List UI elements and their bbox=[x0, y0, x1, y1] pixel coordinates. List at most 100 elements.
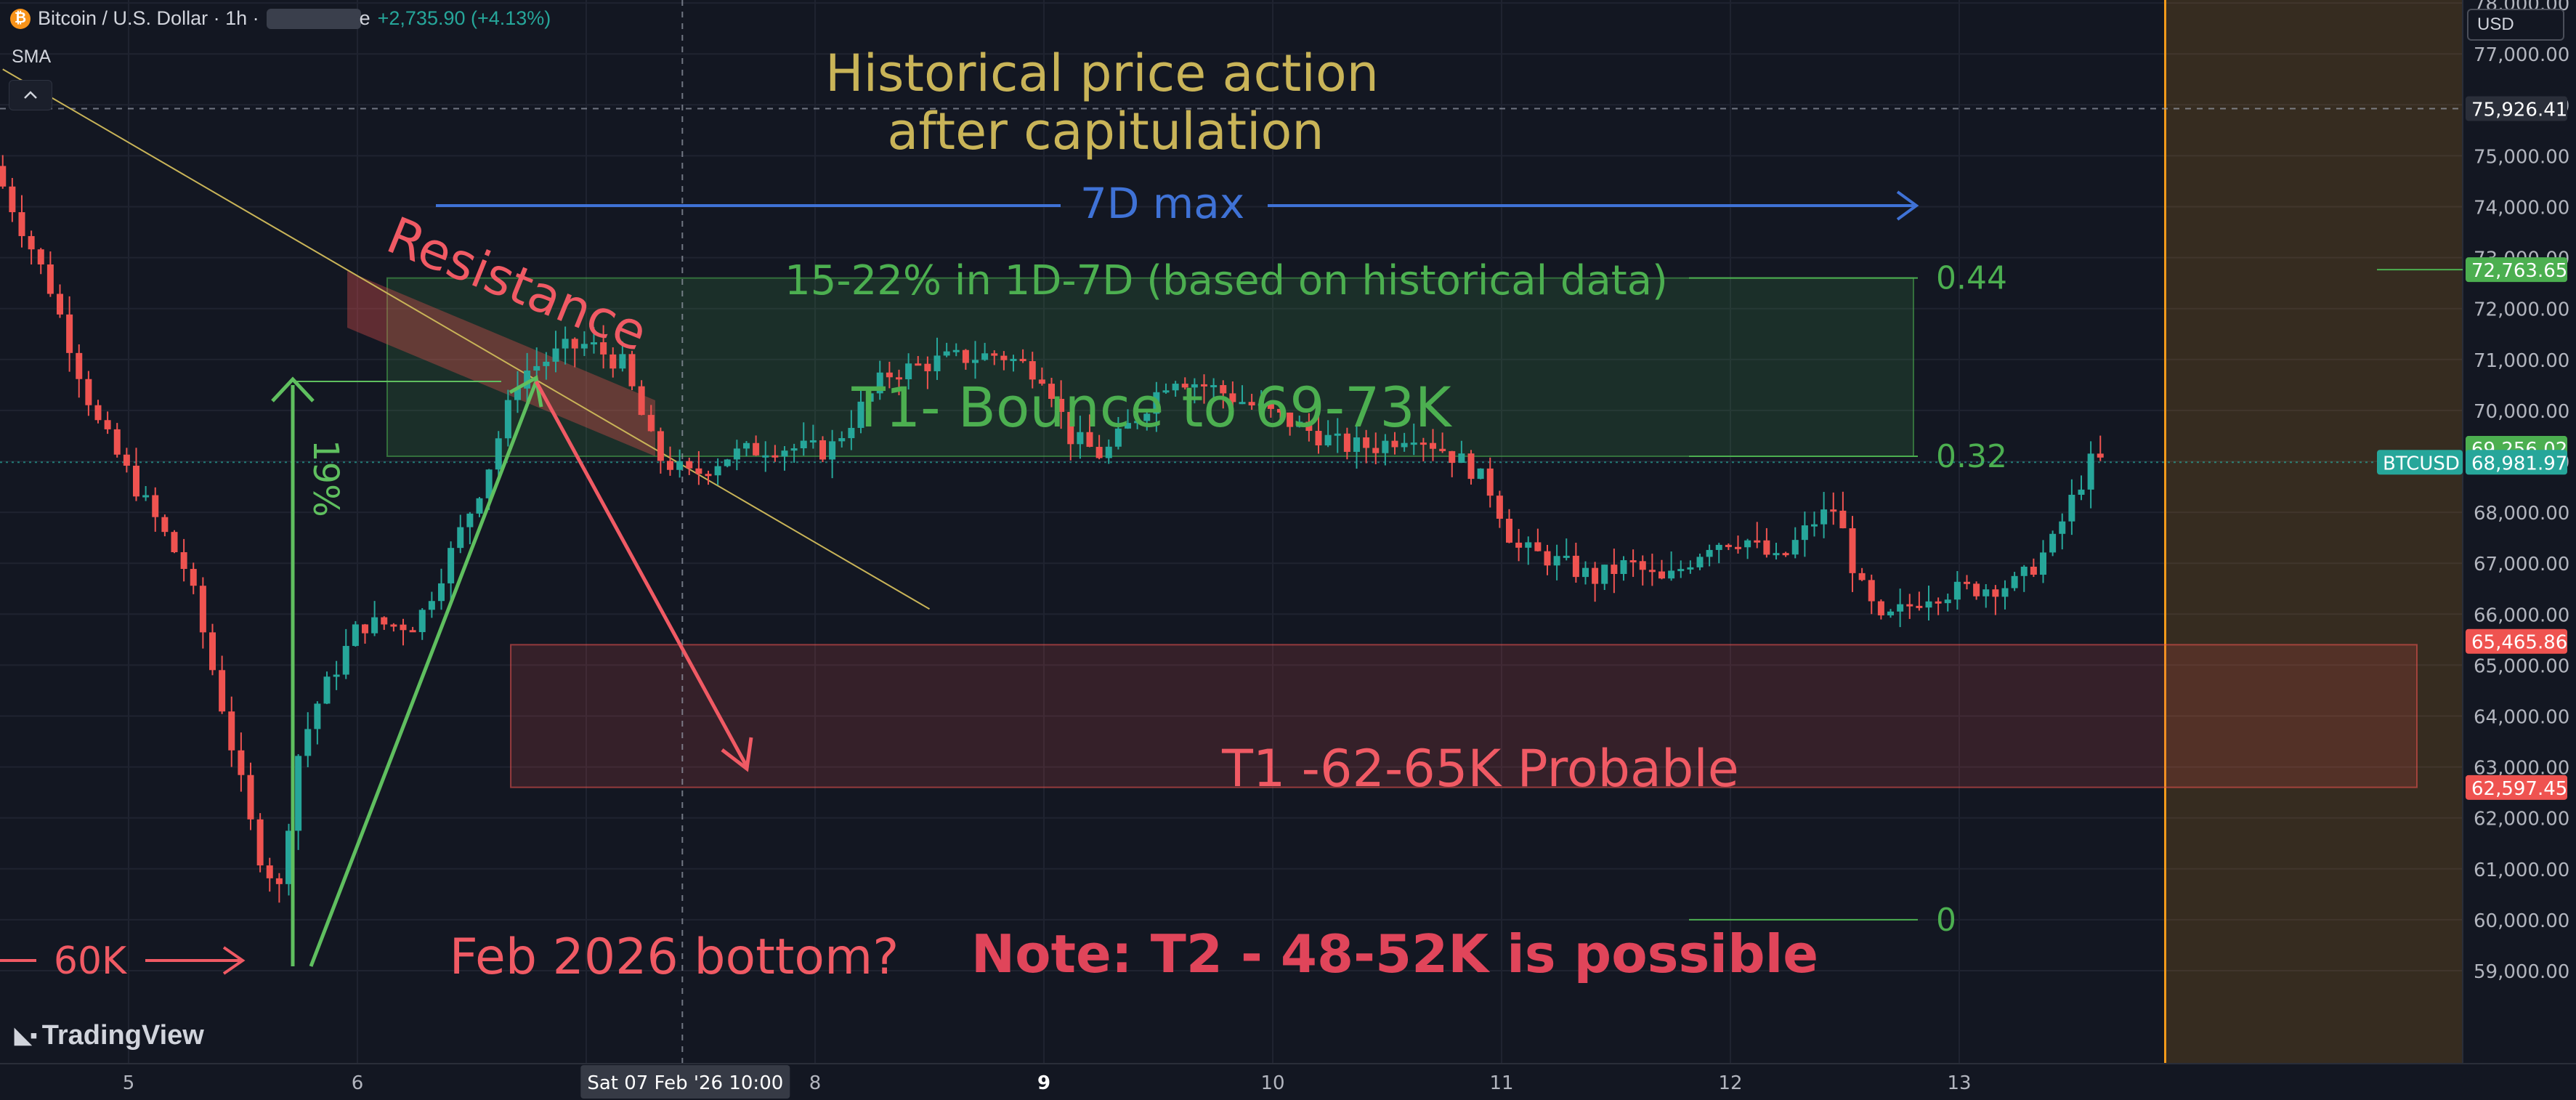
candle-down bbox=[1906, 604, 1913, 607]
candle-down bbox=[667, 461, 673, 470]
candle-up bbox=[1820, 509, 1828, 525]
time-tick-label: 13 bbox=[1947, 1072, 1971, 1094]
candle-up bbox=[466, 513, 474, 527]
candle-down bbox=[886, 372, 893, 378]
candle-down bbox=[362, 624, 368, 634]
candle-down bbox=[771, 455, 779, 458]
indicator-label[interactable]: SMA bbox=[12, 46, 52, 67]
candle-down bbox=[1067, 411, 1074, 445]
candle-up bbox=[972, 360, 979, 363]
candle-down bbox=[1486, 468, 1494, 496]
candle-up bbox=[476, 498, 483, 514]
candle-down bbox=[94, 405, 102, 421]
bounce-zone bbox=[386, 277, 1915, 457]
candle-up bbox=[2011, 575, 2018, 589]
candle-up bbox=[1114, 428, 1122, 447]
tradingview-logo[interactable]: ◣▪ TradingView bbox=[15, 1020, 204, 1051]
time-tick-label: 8 bbox=[809, 1072, 822, 1094]
candle-down bbox=[1343, 433, 1350, 452]
title-line-2: after capitulation bbox=[887, 102, 1324, 161]
bounce-arrow-head bbox=[509, 375, 543, 408]
candle-up bbox=[428, 601, 435, 610]
candle-up bbox=[1525, 542, 1532, 548]
price-tick-label: 66,000.00 bbox=[2474, 604, 2569, 626]
bounce-arrow-line bbox=[309, 381, 538, 967]
candle-down bbox=[1048, 384, 1055, 399]
candle-down bbox=[1058, 398, 1065, 412]
candle-down bbox=[962, 349, 969, 363]
currency-selector[interactable]: USD bbox=[2467, 9, 2564, 41]
crosshair-price-tag bbox=[2466, 96, 2567, 121]
candle-down bbox=[1277, 408, 1284, 413]
candle-up bbox=[1324, 434, 1332, 446]
candle-up bbox=[1715, 544, 1722, 550]
candle-down bbox=[1916, 605, 1923, 608]
candle-down bbox=[209, 632, 216, 671]
candle-up bbox=[800, 440, 807, 449]
time-tick-label: 12 bbox=[1718, 1072, 1742, 1094]
candle-up bbox=[304, 729, 312, 756]
candle-down bbox=[161, 517, 169, 533]
candle-up bbox=[1458, 453, 1465, 464]
candle-up bbox=[2020, 566, 2028, 576]
symbol-title-suffix: e bbox=[359, 7, 370, 29]
candle-up bbox=[504, 400, 511, 439]
title-line-1: Historical price action bbox=[825, 44, 1379, 103]
candle-up bbox=[485, 469, 493, 498]
candle-up bbox=[1944, 599, 1951, 604]
candle-down bbox=[1506, 518, 1512, 543]
candle-up bbox=[1401, 442, 1408, 448]
price-tag-label: 65,465.86 bbox=[2471, 632, 2567, 654]
candle-down bbox=[199, 586, 206, 633]
candle-up bbox=[1143, 413, 1151, 421]
candle-down bbox=[1868, 580, 1875, 602]
candle-up bbox=[1801, 525, 1808, 541]
candle-down bbox=[1658, 571, 1665, 579]
price-tick-label: 72,000.00 bbox=[2474, 299, 2569, 321]
candle-up bbox=[1296, 421, 1303, 427]
candle-up bbox=[943, 351, 950, 356]
candle-down bbox=[275, 878, 283, 884]
candle-up bbox=[2001, 588, 2009, 597]
candle-down bbox=[695, 468, 702, 474]
candle-up bbox=[1153, 392, 1160, 414]
chevron-up-icon[interactable] bbox=[9, 80, 52, 110]
candle-up bbox=[781, 450, 788, 457]
redacted-value bbox=[266, 8, 361, 29]
candle-down bbox=[133, 465, 139, 497]
crosshair-time-label: Sat 07 Feb '26 10:00 bbox=[587, 1072, 783, 1094]
candle-down bbox=[85, 379, 92, 405]
candle-up bbox=[867, 393, 874, 402]
candle-up bbox=[1791, 540, 1799, 555]
time-tick-label: 10 bbox=[1260, 1072, 1284, 1094]
candle-up bbox=[1563, 555, 1570, 558]
candle-down bbox=[1839, 510, 1847, 529]
candle-up bbox=[905, 363, 912, 379]
candle-up bbox=[1982, 589, 1990, 596]
candle-down bbox=[1763, 540, 1770, 555]
candle-down bbox=[1267, 403, 1274, 409]
candle-up bbox=[580, 344, 588, 349]
sixty-k-arrow-head bbox=[222, 946, 246, 975]
candle-down bbox=[1449, 450, 1456, 464]
candle-up bbox=[514, 388, 521, 400]
candle-up bbox=[295, 756, 302, 831]
candle-up bbox=[838, 438, 846, 442]
candle-up bbox=[676, 461, 684, 470]
candle-up bbox=[1353, 437, 1360, 452]
candle-up bbox=[524, 371, 531, 389]
candle-down bbox=[1000, 355, 1008, 360]
candle-up bbox=[1010, 358, 1017, 361]
candle-up bbox=[1162, 390, 1170, 393]
price-tick-label: 62,000.00 bbox=[2474, 809, 2569, 830]
price-tick-label: 67,000.00 bbox=[2474, 554, 2569, 575]
candle-down bbox=[571, 339, 578, 349]
candle-down bbox=[915, 363, 922, 366]
price-tag-label: 62,597.45 bbox=[2471, 778, 2567, 800]
candle-down bbox=[628, 354, 636, 387]
candle-up bbox=[371, 617, 378, 634]
candle-up bbox=[1687, 567, 1694, 570]
symbol-title[interactable]: Bitcoin / U.S. Dollar · 1h · bbox=[38, 7, 259, 29]
candle-up bbox=[142, 495, 150, 498]
